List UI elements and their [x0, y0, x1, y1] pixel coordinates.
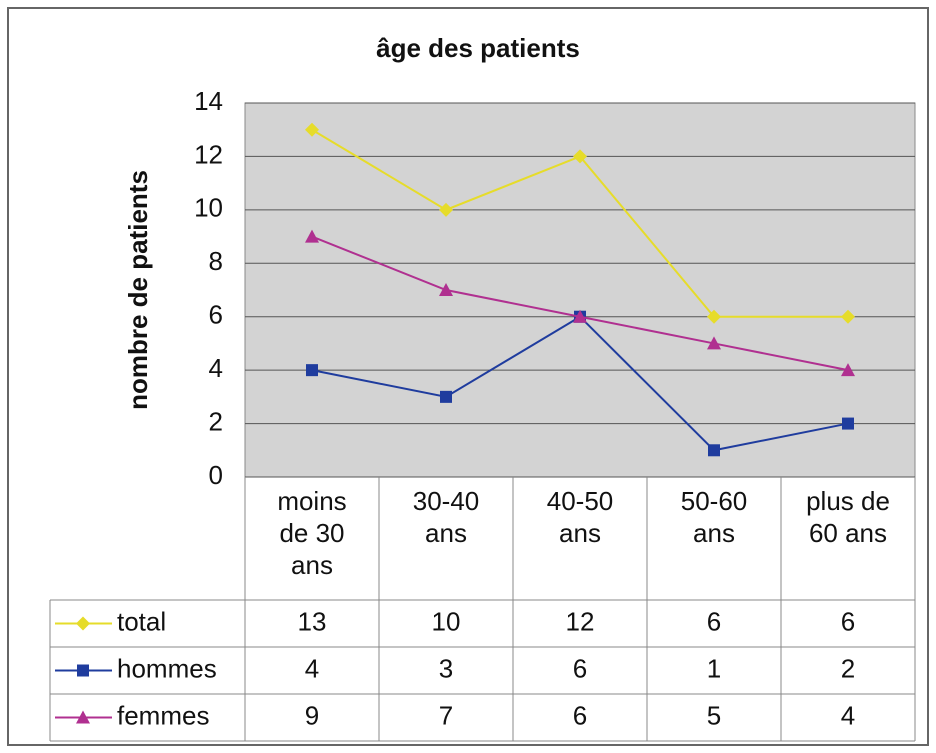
x-tick-label: plus de 60 ans [806, 486, 890, 548]
chart-title: âge des patients [376, 33, 580, 63]
marker [439, 202, 453, 217]
table-value: 5 [707, 700, 721, 730]
x-tick-label-box: plus de 60 ans [806, 486, 890, 548]
table-value: 6 [573, 700, 587, 730]
marker [573, 149, 587, 164]
marker [440, 390, 452, 403]
table-value: 3 [439, 653, 453, 683]
y-tick-label: 12 [194, 139, 223, 169]
marker [707, 336, 721, 350]
table-value: 1 [707, 653, 721, 683]
marker [841, 363, 855, 377]
legend-marker [76, 616, 90, 631]
legend-label: femmes [117, 700, 209, 730]
y-tick-label: 2 [209, 406, 223, 436]
legend-marker [76, 710, 90, 724]
marker [708, 444, 720, 457]
marker [305, 229, 319, 243]
table-value: 4 [305, 653, 319, 683]
table-value: 9 [305, 700, 319, 730]
legend-label: total [117, 606, 166, 636]
legend-label: hommes [117, 653, 217, 683]
marker [439, 283, 453, 296]
x-tick-label: moins de 30 ans [277, 486, 347, 580]
table-value: 4 [841, 700, 855, 730]
marker [707, 309, 721, 324]
x-tick-label-box: moins de 30 ans [277, 486, 347, 580]
x-tick-label: 30-40 ans [412, 486, 480, 548]
marker [305, 122, 319, 137]
table-value: 6 [707, 606, 721, 636]
marker [573, 309, 587, 323]
plot-area [244, 102, 916, 478]
marker [306, 364, 318, 377]
table-value: 10 [432, 606, 461, 636]
marker [842, 417, 854, 430]
table-value: 2 [841, 653, 855, 683]
x-tick-label-box: 50-60 ans [680, 486, 748, 548]
x-tick-label: 40-50 ans [546, 486, 614, 548]
y-tick-label: 10 [194, 193, 223, 223]
table-value: 13 [298, 606, 327, 636]
y-axis-label: nombre de patients [123, 170, 153, 410]
y-tick-label: 14 [194, 86, 223, 116]
x-tick-label-box: 40-50 ans [546, 486, 614, 548]
table-value: 6 [841, 606, 855, 636]
legend-marker [77, 664, 89, 677]
table-value: 6 [573, 653, 587, 683]
table-value: 7 [439, 700, 453, 730]
x-tick-label: 50-60 ans [680, 486, 748, 548]
y-tick-label: 4 [209, 353, 223, 383]
y-tick-label: 8 [209, 246, 223, 276]
x-tick-label-box: 30-40 ans [412, 486, 480, 548]
marker [841, 309, 855, 324]
y-tick-label: 6 [209, 300, 223, 330]
y-tick-label: 0 [209, 460, 223, 490]
table-value: 12 [566, 606, 595, 636]
